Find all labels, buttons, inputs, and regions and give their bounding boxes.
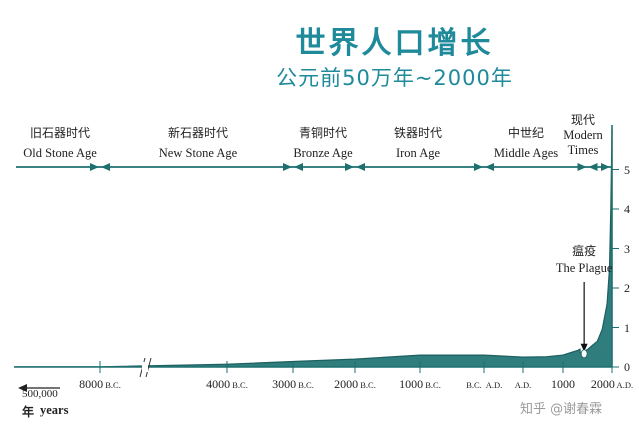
x-tick-era: B.C. [230, 380, 248, 390]
era-label-zh: 铁器时代 [393, 126, 442, 140]
x-tick-era: B.C. [466, 380, 482, 390]
x-tick-era: A.D. [614, 380, 634, 390]
x-tick-label: 1000 [523, 377, 603, 392]
x-tick-label: 2000 B.C. [315, 377, 395, 392]
era-label-en: New Stone Age [158, 146, 238, 160]
era-label-en: Modern Times [563, 128, 603, 157]
era-label-zh: 旧石器时代 [29, 126, 90, 140]
era-label-zh: 中世纪 [507, 126, 544, 140]
era-arrow-head [474, 163, 483, 171]
era-arrow-head [601, 163, 610, 171]
chart-title: 世界人口增长 [295, 26, 494, 61]
era-arrow-head [294, 163, 303, 171]
era-arrow-head [588, 163, 598, 171]
chart-subtitle: 公元前50万年~2000年 [276, 66, 513, 90]
era-arrow-head [356, 163, 365, 171]
x-tick-era: A.D. [514, 380, 532, 390]
x-tick-label: 8000 B.C. [60, 377, 140, 392]
plague-arrow-head [580, 343, 588, 352]
axis-break-gap [142, 362, 148, 372]
plague-dip-marker [580, 349, 588, 359]
x-tick-era: B.C. [296, 380, 314, 390]
x-tick-number: 1000 [551, 377, 575, 391]
x-tick-number: 2000 [334, 377, 359, 391]
population-area [14, 130, 612, 367]
y-tick-label: 0 [624, 360, 630, 374]
population-line [13, 129, 613, 368]
y-tick-label: 2 [624, 281, 630, 295]
y-tick-label: 3 [624, 241, 630, 256]
plague-label-zh: 瘟疫 [572, 244, 597, 258]
era-label-en: Iron Age [395, 146, 441, 160]
x-tick-number: 3000 [272, 377, 297, 391]
x-tick-number: 8000 [79, 377, 104, 391]
x-tick-number: 1000 [399, 377, 424, 391]
x-start-unit-en: years [40, 403, 69, 417]
x-tick-era: B.C. [103, 380, 121, 390]
x-tick-label: B.C. [434, 377, 514, 392]
x-tick-label: A.D. [483, 377, 563, 392]
era-label-zh: 青铜时代 [298, 126, 347, 140]
era-label-zh: 现代 [570, 113, 595, 127]
era-arrow-head [485, 163, 494, 171]
start-arrow-head [18, 384, 27, 392]
x-tick-era: B.C. [423, 380, 441, 390]
y-tick-label: 4 [624, 202, 630, 216]
x-tick-label: 2000 A.D. [572, 377, 639, 392]
x-start-unit-zh: 年 [22, 405, 35, 419]
x-tick-era: A.D. [485, 380, 503, 390]
era-label-zh: 新石器时代 [167, 126, 228, 140]
plague-label-en: The Plague [555, 261, 613, 275]
era-arrow-head [577, 163, 587, 171]
era-arrow-head [90, 163, 99, 171]
x-tick-label: 3000 B.C. [253, 377, 333, 392]
x-tick-number: 2000 [590, 377, 615, 391]
y-tick-label: 1 [624, 320, 630, 335]
y-tick-label: 5 [624, 162, 630, 177]
x-tick-label: A.D. [454, 377, 534, 392]
era-label-en: Bronze Age [293, 146, 353, 160]
axis-break-mark [145, 357, 152, 378]
era-arrow-head [283, 163, 292, 171]
x-tick-label: 1000 B.C. [380, 377, 460, 392]
x-start-label: 500,000 [22, 388, 58, 400]
x-tick-label: 4000 B.C. [187, 377, 267, 392]
watermark: 知乎 @谢春霖 [520, 402, 603, 417]
era-arrow-head [345, 163, 354, 171]
x-tick-number: 4000 [206, 377, 231, 391]
era-arrow-head [101, 163, 110, 171]
era-label-en: Old Stone Age [23, 146, 97, 160]
x-tick-era: B.C. [358, 380, 376, 390]
era-label-en: Middle Ages [493, 146, 559, 160]
